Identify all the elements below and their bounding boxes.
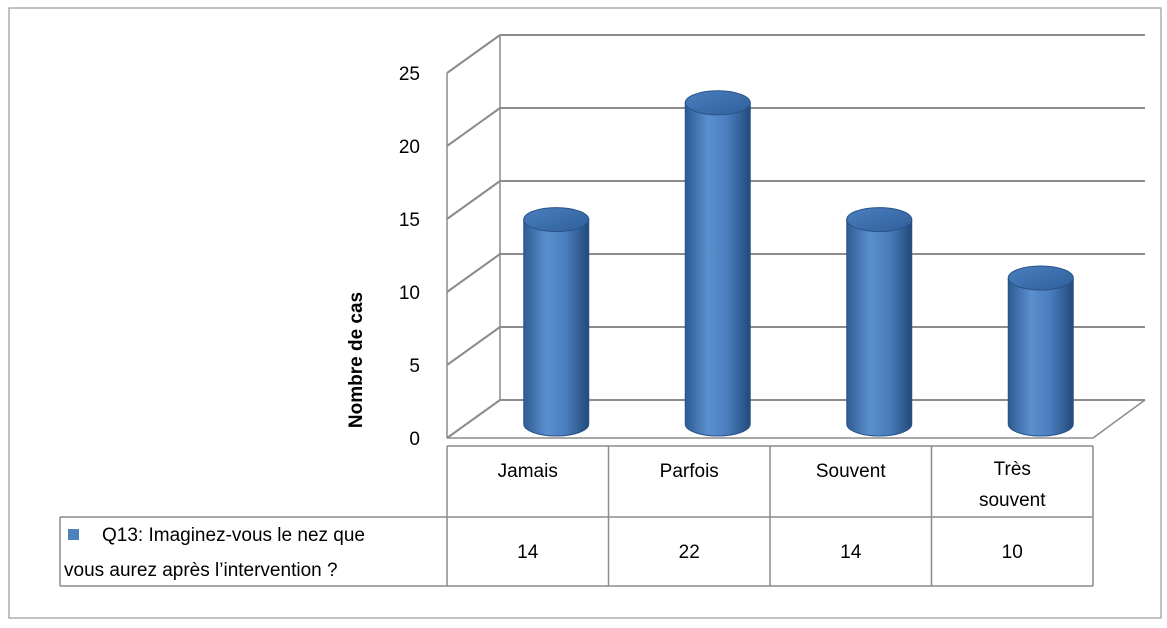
category-label: Souvent	[816, 461, 886, 482]
data-label: 10	[1002, 542, 1023, 563]
gridline-side	[447, 35, 500, 73]
y-tick-label: 0	[409, 429, 420, 450]
bar-top-2	[685, 91, 750, 115]
bar-1	[524, 220, 589, 436]
category-label: Jamais	[498, 461, 558, 482]
gridline-side	[447, 400, 500, 438]
category-label: Très	[994, 459, 1031, 480]
data-label: 14	[840, 542, 862, 563]
bar-top-3	[847, 208, 912, 232]
bar-2	[685, 103, 750, 436]
bar-4	[1008, 278, 1073, 436]
data-label: 14	[517, 542, 539, 563]
category-label-line2: souvent	[979, 490, 1046, 511]
floor-right-edge	[1093, 400, 1145, 438]
bar-top-1	[524, 208, 589, 232]
legend-key	[68, 529, 79, 540]
gridline-side	[447, 108, 500, 146]
y-axis-title: Nombre de cas	[346, 292, 367, 428]
y-tick-label: 15	[399, 210, 420, 231]
bar-3	[847, 220, 912, 436]
y-tick-label: 10	[399, 283, 420, 304]
legend-label-line2: vous aurez après l’intervention ?	[64, 560, 338, 581]
gridline-side	[447, 181, 500, 219]
legend-label: Q13: Imaginez-vous le nez que	[102, 525, 365, 546]
gridline-side	[447, 327, 500, 365]
data-label: 22	[679, 542, 700, 563]
bar-top-4	[1008, 266, 1073, 290]
category-label: Parfois	[660, 461, 719, 482]
y-tick-label: 20	[399, 137, 420, 158]
y-tick-label: 5	[409, 356, 420, 377]
gridline-side	[447, 254, 500, 292]
y-tick-label: 25	[399, 64, 420, 85]
